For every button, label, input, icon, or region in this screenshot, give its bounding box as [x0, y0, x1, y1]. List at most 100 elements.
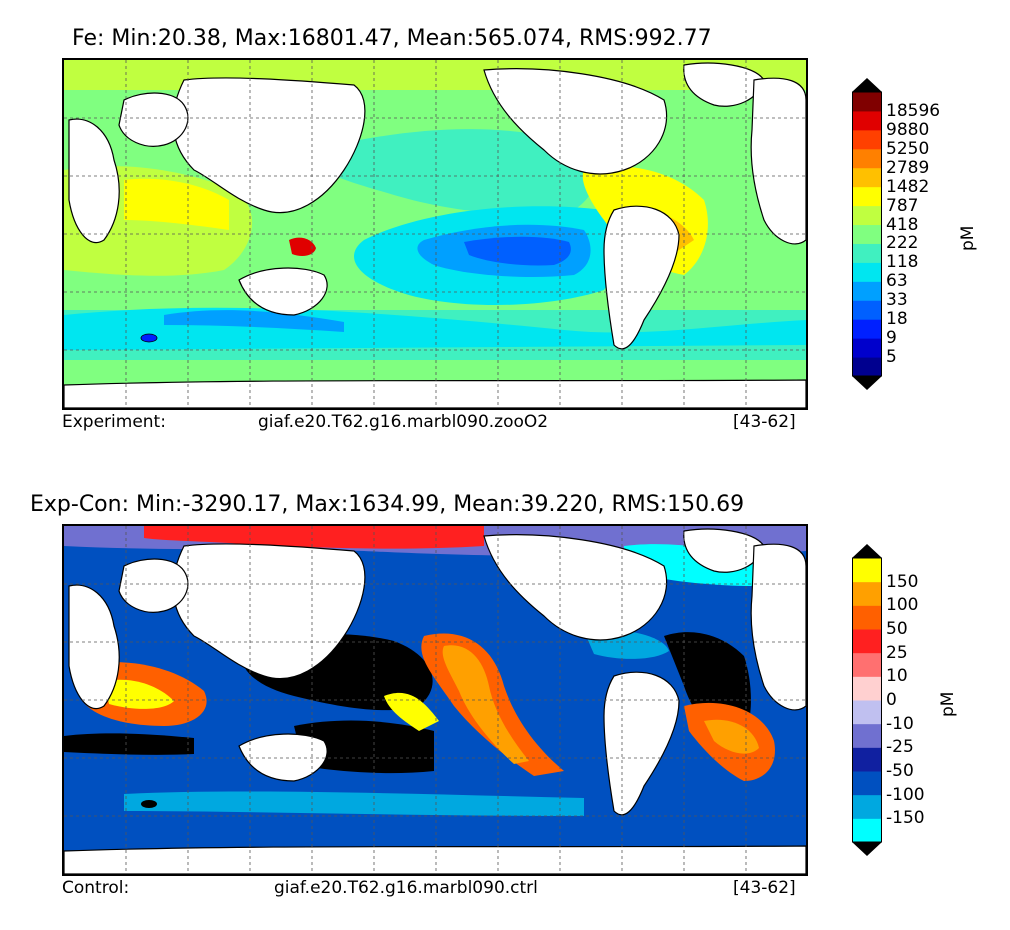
panel2-south-america: [603, 671, 680, 816]
panel1-greenland: [683, 62, 765, 107]
panel1-eastern-land: [750, 77, 806, 245]
panel2-map-svg: [64, 526, 806, 874]
panel1-npacific-gyre: [312, 129, 596, 215]
colorbar-segment: [852, 262, 882, 282]
panel1-map-svg: [64, 60, 806, 408]
colorbar-extend-min: [852, 842, 882, 856]
colorbar-tick-label: 787: [886, 195, 919, 216]
colorbar-segment: [852, 357, 882, 377]
panel2-australia: [238, 733, 328, 782]
colorbar-segment: [852, 794, 882, 819]
colorbar-tick-label: 150: [886, 571, 919, 592]
colorbar-extend-max: [852, 78, 882, 92]
panel1-colorbar: [852, 78, 882, 390]
panel2-north-america: [483, 534, 668, 641]
colorbar-segment: [852, 205, 882, 226]
colorbar-segment: [852, 338, 882, 358]
panel1-asia: [172, 77, 366, 214]
panel1-antarctica: [64, 379, 806, 408]
panel1-colorbar-unit: pM: [958, 225, 978, 251]
colorbar-tick-label: 63: [886, 271, 908, 292]
panel2-antarctica: [64, 845, 806, 874]
panel2-footer-center: giaf.e20.T62.g16.marbl090.ctrl: [274, 878, 538, 898]
colorbar-tick-label: 118: [886, 252, 919, 273]
panel2-eastern-land: [750, 543, 806, 711]
panel1-gridlines: [64, 60, 806, 408]
panel2-map: [62, 524, 808, 876]
panel1-europe: [118, 92, 189, 147]
colorbar-tick-label: 18: [886, 309, 908, 330]
panel2-pacific-yellow: [384, 692, 439, 731]
colorbar-segment: [852, 243, 882, 263]
panel1-title: Fe: Min:20.38, Max:16801.47, Mean:565.07…: [72, 26, 712, 51]
colorbar-segment: [852, 771, 882, 796]
colorbar-tick-label: 0: [886, 690, 897, 710]
panel2-colorbar-svg: [852, 544, 882, 856]
panel2-pacific-streak-core: [442, 645, 529, 764]
colorbar-tick-label: 18596: [886, 100, 941, 121]
panel2-atlantic-core: [704, 719, 759, 754]
colorbar-tick-label: -150: [886, 808, 925, 829]
colorbar-segment: [852, 319, 882, 339]
colorbar-tick-label: 50: [886, 619, 908, 639]
panel2-gridlines: [64, 526, 806, 874]
colorbar-tick-label: -100: [886, 784, 925, 805]
colorbar-segment: [852, 224, 882, 244]
colorbar-segment: [852, 723, 882, 748]
colorbar-segment: [852, 167, 882, 188]
colorbar-segment: [852, 148, 882, 169]
colorbar-tick-label: -50: [886, 761, 914, 781]
panel2-greenland: [683, 528, 765, 573]
colorbar-segment: [852, 605, 882, 630]
panel1-north-america: [483, 68, 668, 175]
panel1-land: [68, 62, 806, 350]
panel1-indian-high: [124, 178, 229, 230]
panel2-colorbar-unit: pM: [938, 691, 958, 717]
colorbar-tick-label: 100: [886, 595, 919, 616]
colorbar-segment: [852, 676, 882, 701]
colorbar-segment: [852, 129, 882, 150]
panel2-footer-right: [43-62]: [733, 878, 796, 898]
panel1-southern-blue: [164, 310, 344, 332]
panel2-europe: [118, 558, 189, 613]
colorbar-segment: [852, 581, 882, 606]
colorbar-tick-label: 5: [886, 347, 897, 368]
panel1-footer-center: giaf.e20.T62.g16.marbl090.zooO2: [258, 412, 549, 432]
panel2-southern-blue: [124, 791, 584, 816]
colorbar-segment: [852, 110, 882, 131]
panel1-australia: [238, 267, 328, 316]
panel1-map: [62, 58, 808, 410]
colorbar-extend-max: [852, 544, 882, 558]
colorbar-tick-label: 9880: [886, 119, 930, 140]
colorbar-segment: [852, 700, 882, 725]
panel2-indian-black: [64, 733, 194, 755]
panel1-footer-right: [43-62]: [733, 412, 796, 432]
colorbar-segment: [852, 186, 882, 207]
colorbar-extend-min: [852, 376, 882, 390]
panel2-title: Exp-Con: Min:-3290.17, Max:1634.99, Mean…: [30, 492, 745, 517]
panel1-newguinea-hotspot: [289, 237, 316, 256]
panel2-indian-yellow: [104, 679, 174, 709]
colorbar-segment: [852, 92, 882, 112]
colorbar-tick-label: 5250: [886, 138, 930, 159]
colorbar-tick-label: -10: [886, 713, 914, 734]
colorbar-tick-label: 33: [886, 290, 908, 311]
colorbar-tick-label: -25: [886, 737, 914, 758]
panel2-arctic-red: [144, 526, 484, 549]
panel2-asia: [172, 543, 366, 680]
colorbar-tick-label: 1482: [886, 176, 930, 197]
colorbar-segment: [852, 629, 882, 654]
colorbar-tick-label: 222: [886, 233, 919, 254]
panel2-land: [68, 528, 806, 816]
colorbar-tick-label: 10: [886, 666, 908, 687]
colorbar-segment: [852, 558, 882, 583]
panel1-footer-left: Experiment:: [62, 412, 166, 432]
colorbar-tick-label: 9: [886, 328, 897, 349]
panel2-footer-left: Control:: [62, 878, 130, 898]
panel1-spacific-min: [464, 236, 571, 266]
panel1-colorbar-svg: [852, 78, 882, 390]
colorbar-tick-label: 25: [886, 642, 908, 663]
panel2-spacific-black: [294, 720, 434, 774]
colorbar-segment: [852, 281, 882, 301]
panel2-africa: [68, 584, 120, 710]
